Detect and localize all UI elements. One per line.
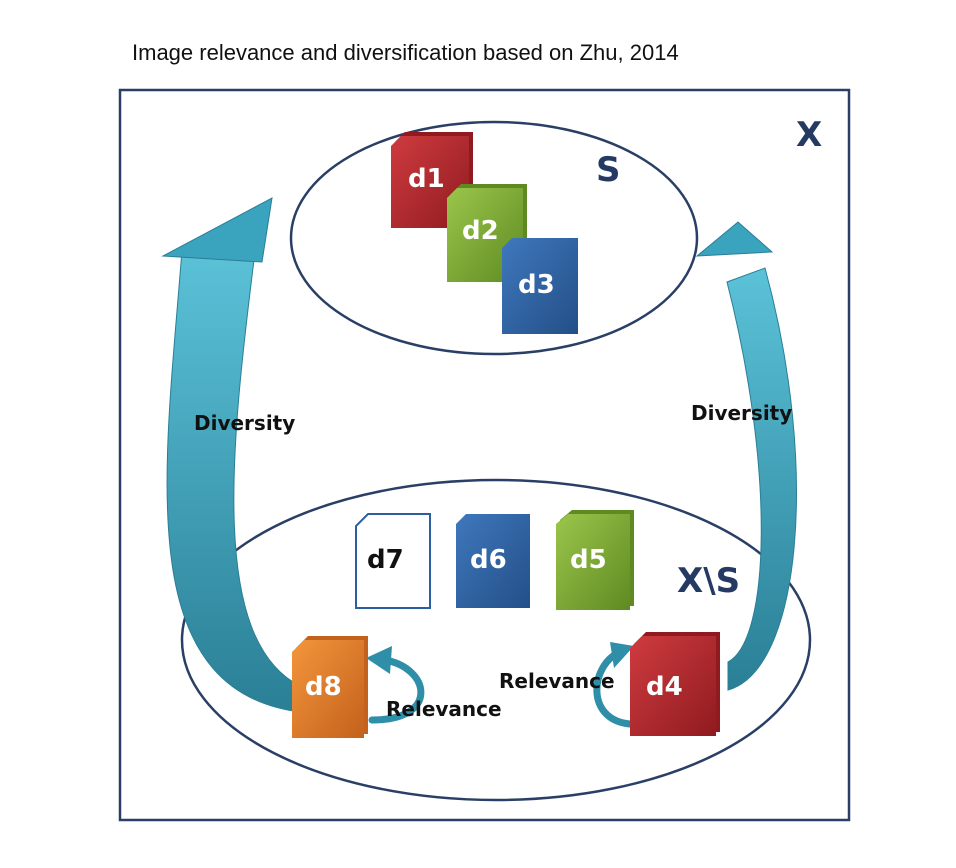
remaining-set-label: X\S (677, 561, 740, 601)
document-d4-label: d4 (646, 672, 683, 702)
document-d1-label: d1 (408, 164, 445, 194)
document-d7: d7 (355, 513, 431, 609)
document-d5: d5 (556, 510, 634, 610)
universe-box (118, 88, 851, 822)
relevance-label-left: Relevance (386, 697, 502, 721)
document-d4: d4 (630, 632, 720, 736)
selected-set-label: S (596, 150, 621, 190)
figure-caption: Image relevance and diversification base… (132, 40, 679, 65)
document-d3-label: d3 (518, 270, 555, 300)
relevance-loop-right-head (610, 642, 634, 668)
diversity-arrow-right (726, 267, 797, 691)
diversity-arrow-right-head (695, 221, 774, 257)
document-d8: d8 (292, 636, 368, 738)
document-d5-label: d5 (570, 545, 607, 575)
diversity-arrow-left-head (161, 197, 273, 263)
relevance-loop-left-head (366, 646, 392, 674)
document-d6-label: d6 (470, 545, 507, 575)
document-d7-label: d7 (367, 545, 404, 575)
relevance-label-right: Relevance (499, 669, 615, 693)
document-d2-label: d2 (462, 216, 499, 246)
document-d8-label: d8 (305, 672, 342, 702)
document-d6: d6 (456, 514, 530, 608)
document-d3: d3 (502, 238, 578, 334)
relevance-loop-left (368, 656, 425, 724)
relevance-loop-right (593, 648, 634, 728)
universe-label: X (796, 115, 822, 155)
diversity-label-left: Diversity (194, 411, 295, 435)
diversity-label-right: Diversity (691, 401, 792, 425)
